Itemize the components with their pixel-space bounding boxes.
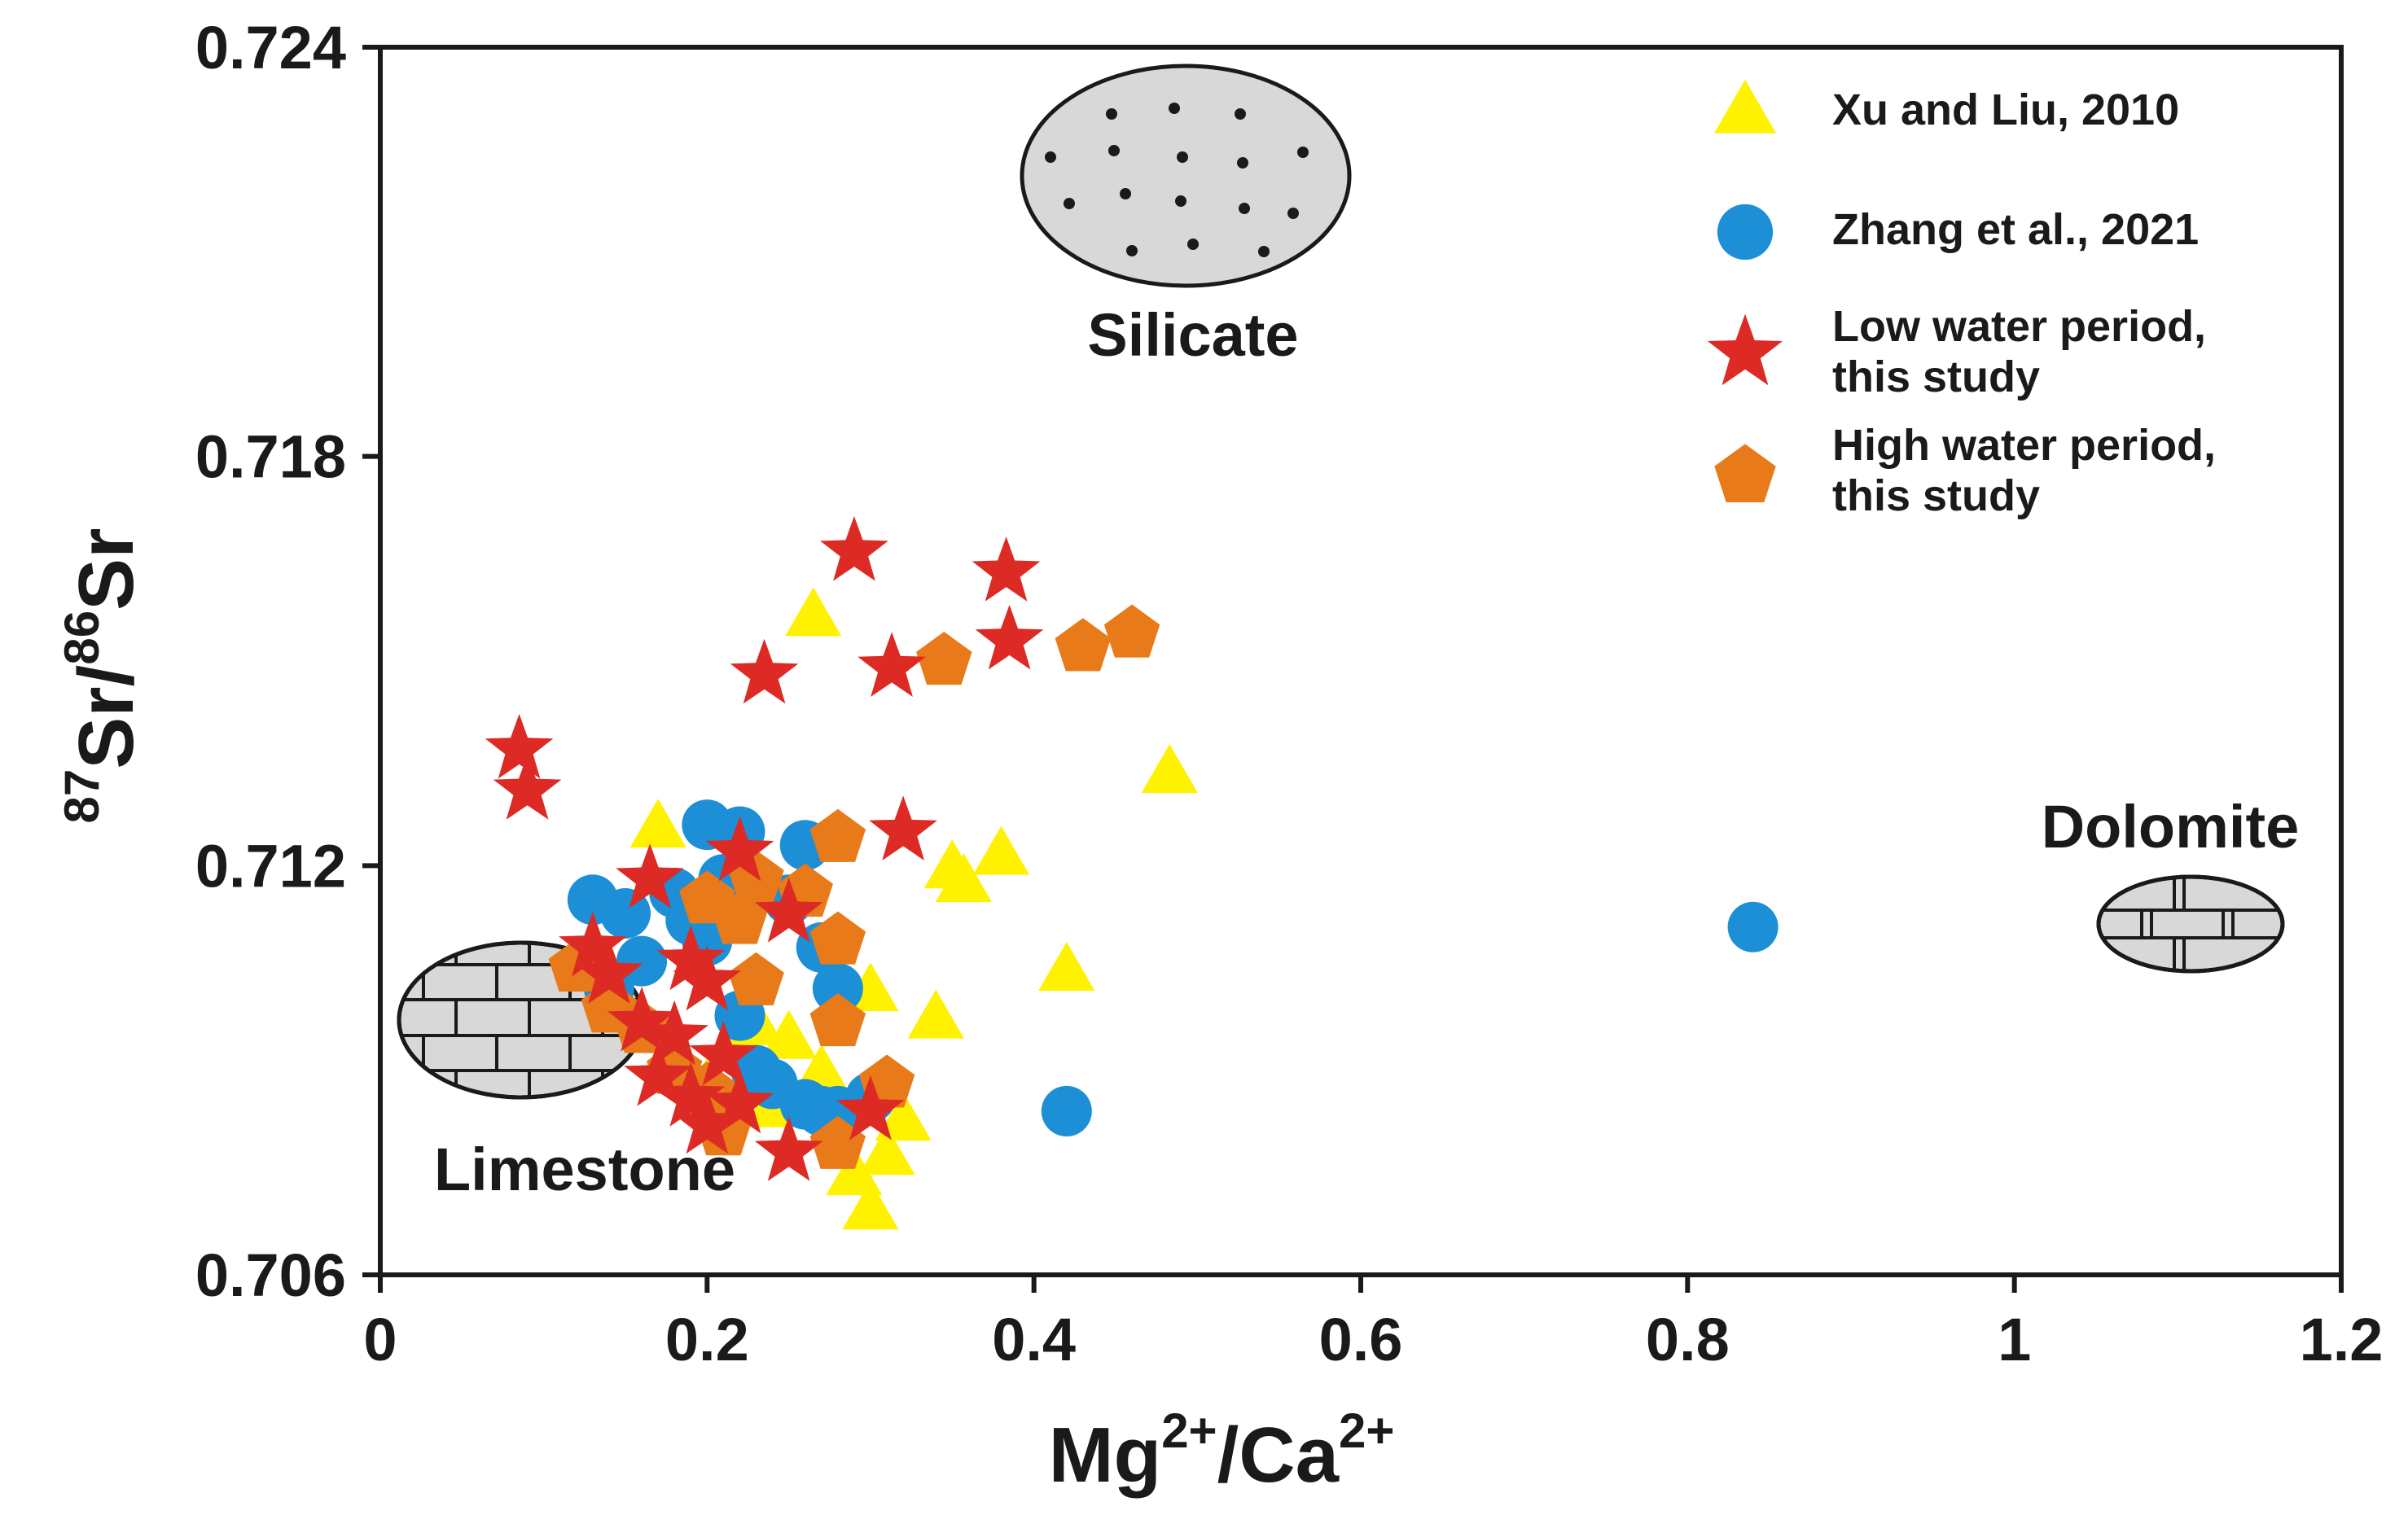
star-point	[730, 638, 799, 704]
star-point	[975, 604, 1044, 670]
star-point	[972, 536, 1041, 602]
x-axis-ticks: 0 0.2 0.4 0.6 0.8 1 1.2	[363, 1275, 2383, 1373]
silicate-dot	[1108, 145, 1120, 156]
star-point	[640, 1000, 708, 1066]
x-tick-label: 0.4	[992, 1306, 1076, 1373]
legend-label-low-water: Low water period, this study	[1832, 302, 2206, 401]
triangle-point	[858, 1126, 915, 1176]
star-point	[673, 945, 742, 1011]
silicate-dot	[1258, 246, 1270, 257]
triangle-point	[907, 989, 964, 1039]
triangle-point	[842, 1180, 899, 1230]
y-tick-label: 0.712	[195, 832, 346, 900]
silicate-dot	[1126, 245, 1138, 256]
pentagon-point	[916, 632, 972, 685]
star-point	[607, 987, 676, 1052]
circle-point	[812, 963, 863, 1014]
y-tick-label: 0.706	[195, 1241, 346, 1309]
silicate-dot	[1297, 147, 1309, 158]
triangle-point	[1038, 942, 1095, 991]
silicate-dot	[1187, 239, 1199, 250]
silicate-dot	[1175, 195, 1186, 207]
silicate-dot	[1235, 108, 1246, 120]
y-axis-title: 87Sr/86Sr	[55, 528, 150, 824]
star-point	[689, 1020, 758, 1086]
triangle-point	[761, 1009, 818, 1059]
triangle-point	[826, 1146, 883, 1196]
region-label-silicate: Silicate	[1087, 301, 1298, 369]
silicate-dots-pattern	[1045, 103, 1309, 257]
circle-point	[1727, 901, 1779, 952]
pentagon-point	[1103, 604, 1160, 658]
region-label-limestone: Limestone	[434, 1136, 735, 1203]
silicate-dot	[1120, 188, 1131, 199]
triangle-point	[972, 825, 1030, 875]
legend-pentagon-marker	[1714, 444, 1776, 502]
star-point	[673, 1088, 742, 1154]
silicate-dot	[1106, 108, 1117, 120]
star-point	[836, 1075, 905, 1141]
silicate-dot	[1064, 198, 1075, 209]
x-tick-label: 0.6	[1319, 1306, 1403, 1373]
triangle-point	[875, 1092, 932, 1141]
region-label-dolomite: Dolomite	[2042, 793, 2300, 860]
silicate-dot	[1237, 157, 1248, 169]
x-tick-label: 1.2	[2300, 1306, 2384, 1373]
star-point	[624, 1041, 692, 1106]
x-tick-label: 1	[1998, 1306, 2031, 1373]
silicate-dot	[1045, 151, 1056, 163]
pentagon-point	[1055, 618, 1112, 672]
x-tick-label: 0.2	[665, 1306, 749, 1373]
triangle-point	[629, 799, 686, 848]
pentagon-point	[712, 891, 768, 944]
dolomite-brick-pattern	[2099, 877, 2283, 971]
silicate-dot	[1177, 151, 1188, 163]
star-point	[559, 911, 627, 977]
pentagon-point	[809, 993, 866, 1047]
star-point	[493, 755, 562, 820]
pentagon-point	[809, 808, 866, 862]
circle-point	[1041, 1085, 1092, 1136]
legend-triangle-marker	[1713, 79, 1777, 134]
pentagon-point	[728, 952, 784, 1005]
star-point	[869, 795, 937, 860]
x-tick-label: 0.8	[1646, 1306, 1730, 1373]
y-tick-label: 0.718	[195, 423, 346, 491]
star-point	[575, 939, 643, 1004]
triangle-point	[785, 587, 842, 637]
star-point	[656, 1062, 726, 1127]
star-point	[705, 816, 774, 882]
triangle-point	[1141, 744, 1198, 793]
star-point	[616, 843, 684, 909]
region-dolomite	[2096, 874, 2285, 974]
legend-star-marker	[1708, 313, 1783, 386]
legend-label-zhang: Zhang et al., 2021	[1832, 205, 2199, 254]
legend-label-xu: Xu and Liu, 2010	[1832, 85, 2179, 134]
data-points	[485, 516, 1779, 1230]
x-axis-title: Mg2+/Ca2+	[1049, 1403, 1395, 1499]
star-point	[485, 713, 554, 779]
y-axis-ticks: 0.706 0.712 0.718 0.724	[195, 14, 380, 1309]
legend-circle-marker	[1717, 204, 1774, 261]
silicate-dot	[1239, 203, 1250, 214]
star-point	[754, 878, 823, 943]
pentagon-point	[809, 1115, 866, 1169]
star-point	[656, 925, 726, 991]
x-tick-label: 0	[363, 1306, 397, 1373]
legend-markers	[1708, 79, 1783, 502]
region-silicate	[1020, 63, 1352, 288]
star-point	[857, 632, 926, 697]
pentagon-point	[809, 911, 866, 965]
star-point	[705, 1068, 774, 1134]
silicate-dot	[1287, 208, 1299, 219]
legend: Xu and Liu, 2010 Zhang et al., 2021 Low …	[1708, 79, 2216, 520]
y-tick-label: 0.724	[195, 14, 346, 81]
triangle-point	[923, 839, 980, 889]
silicate-dot	[1169, 103, 1180, 114]
star-point	[820, 516, 888, 581]
star-point	[754, 1116, 823, 1181]
legend-label-high-water: High water period, this study	[1832, 421, 2216, 520]
